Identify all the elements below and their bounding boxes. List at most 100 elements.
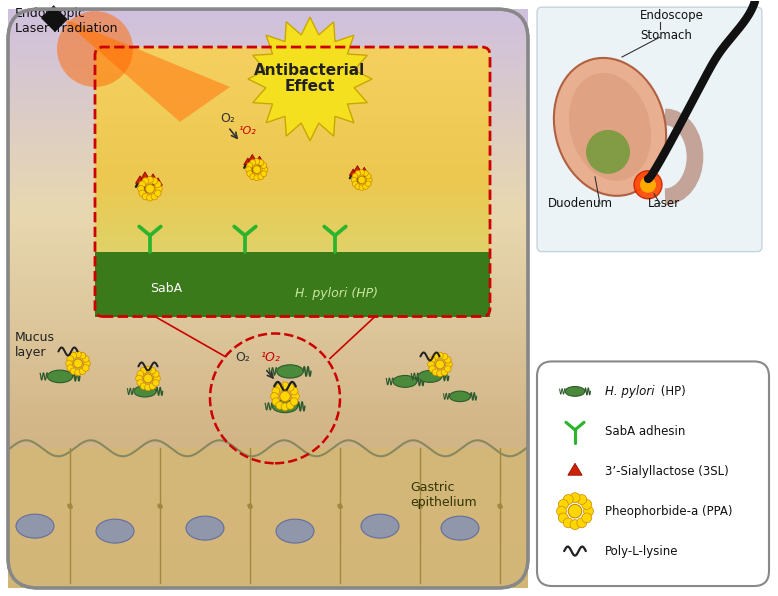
Ellipse shape [569,73,651,181]
Circle shape [149,367,156,374]
Circle shape [556,506,566,516]
Circle shape [140,383,147,390]
Polygon shape [244,158,252,164]
Circle shape [429,356,436,363]
Circle shape [290,387,298,395]
Ellipse shape [441,516,479,540]
Circle shape [436,360,444,369]
Text: 3’-Sialyllactose (3SL): 3’-Sialyllactose (3SL) [605,465,729,478]
Circle shape [145,184,155,193]
Text: Laser: Laser [648,197,680,210]
Circle shape [352,181,358,187]
Circle shape [363,170,368,176]
Circle shape [145,366,151,372]
Circle shape [286,383,294,391]
Circle shape [363,184,368,190]
Polygon shape [248,154,256,161]
Circle shape [147,176,153,183]
Circle shape [436,352,443,359]
Circle shape [584,506,594,516]
Text: ¹O₂: ¹O₂ [260,352,280,364]
Circle shape [286,402,294,409]
Text: Effect: Effect [285,79,335,95]
Circle shape [250,173,256,179]
Circle shape [640,177,656,193]
Ellipse shape [565,386,585,396]
Polygon shape [349,169,357,175]
Ellipse shape [16,514,54,538]
Circle shape [568,504,582,518]
Polygon shape [354,166,361,172]
Circle shape [253,166,261,173]
Ellipse shape [276,519,314,543]
Circle shape [147,194,153,201]
Circle shape [139,190,145,197]
Circle shape [446,361,452,368]
Ellipse shape [134,386,156,397]
Text: Stomach: Stomach [640,29,692,42]
Circle shape [79,352,86,359]
Text: ¹O₂: ¹O₂ [238,126,256,136]
Circle shape [433,353,439,360]
Bar [8,448,528,588]
Circle shape [280,391,290,402]
Circle shape [149,383,156,390]
Circle shape [559,513,568,523]
Text: Pheophorbide-a (PPA): Pheophorbide-a (PPA) [605,505,733,518]
Circle shape [84,360,90,367]
Text: O₂: O₂ [220,112,235,125]
Circle shape [582,513,591,523]
Circle shape [292,393,300,401]
Text: H. pylori: H. pylori [605,385,654,398]
Ellipse shape [272,400,298,412]
Circle shape [570,520,580,530]
Circle shape [250,160,256,166]
Circle shape [262,167,268,173]
Text: Duodenum: Duodenum [548,197,613,210]
Ellipse shape [418,371,442,383]
Circle shape [559,499,568,510]
Circle shape [441,369,448,375]
Circle shape [140,367,147,374]
Circle shape [156,185,163,192]
FancyBboxPatch shape [537,7,762,252]
Text: Antibacterial: Antibacterial [254,64,366,79]
Circle shape [143,374,152,383]
Ellipse shape [554,58,666,196]
Circle shape [247,170,253,176]
Polygon shape [255,156,264,163]
Circle shape [70,352,77,359]
Text: Poly-L-lysine: Poly-L-lysine [605,545,678,558]
Circle shape [366,181,371,187]
Circle shape [258,173,264,179]
Circle shape [138,185,144,192]
Text: SabA: SabA [150,281,182,294]
Text: Endoscope: Endoscope [640,9,704,22]
FancyBboxPatch shape [537,361,769,586]
Circle shape [366,177,372,183]
Text: O₂: O₂ [235,352,250,364]
Text: Gastric
epithelium: Gastric epithelium [410,481,477,509]
Circle shape [281,403,289,411]
Circle shape [151,178,158,184]
Bar [95,252,490,316]
Circle shape [137,371,143,377]
Circle shape [246,167,251,173]
Circle shape [254,175,260,181]
Ellipse shape [277,365,303,378]
Polygon shape [135,176,145,184]
Polygon shape [60,17,230,122]
Ellipse shape [450,391,471,402]
Circle shape [428,361,434,368]
Circle shape [586,130,630,174]
Circle shape [433,369,439,375]
Circle shape [79,368,86,374]
Circle shape [155,190,161,197]
Circle shape [57,11,133,87]
Circle shape [154,375,160,381]
Circle shape [65,360,72,367]
Circle shape [142,193,149,200]
Circle shape [352,173,358,179]
Circle shape [576,518,587,528]
Circle shape [563,495,573,504]
